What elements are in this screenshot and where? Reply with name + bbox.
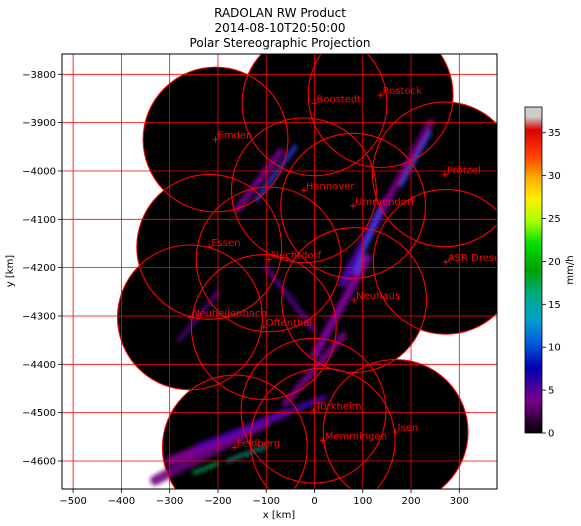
y-axis-label: y [km] xyxy=(5,255,16,288)
precipitation-band xyxy=(233,148,285,214)
y-axis-ticks: −3800 −3900 −4000 −4100 −4200 −4300 −4400 −4500… xyxy=(22,70,62,467)
y-tick-label: −4000 xyxy=(22,166,56,177)
x-tick-label: 300 xyxy=(450,496,469,507)
radar-range-ring xyxy=(142,66,289,213)
radar-site-label: Türkheim xyxy=(315,402,362,413)
radar-site-label: Isen xyxy=(398,423,419,434)
colorbar-tick-label: 20 xyxy=(548,257,561,268)
radar-site-label: Hannover xyxy=(306,181,356,192)
radar-range-ring xyxy=(190,254,337,401)
radar-range-ring xyxy=(322,359,469,489)
plot-frame xyxy=(61,53,498,490)
radar-range-ring xyxy=(161,374,308,489)
x-tick-label: −200 xyxy=(204,496,231,507)
y-tick-label: −4100 xyxy=(22,215,56,226)
radar-range-ring xyxy=(230,117,377,264)
radar-site-label: Neuheilenbach xyxy=(192,308,267,319)
radar-site-label: Ummendorf xyxy=(355,197,415,208)
precipitation-band xyxy=(192,461,220,475)
colorbar xyxy=(524,106,543,434)
radar-coverage-disks xyxy=(117,54,497,489)
x-tick-label: 0 xyxy=(311,496,317,507)
radar-range-rings xyxy=(116,54,497,489)
radar-site-label: Boostedt xyxy=(317,94,362,105)
radar-range-ring xyxy=(136,173,283,320)
colorbar-tick-label: 30 xyxy=(548,171,561,182)
radar-site-label: Feldberg xyxy=(237,438,280,449)
y-tick-label: −4400 xyxy=(22,360,56,371)
precipitation-band xyxy=(226,444,268,463)
radar-range-ring xyxy=(280,132,427,279)
colorbar-tick-label: 25 xyxy=(548,214,561,225)
radar-range-ring xyxy=(249,367,396,489)
x-tick-label: −300 xyxy=(156,496,183,507)
x-tick-label: −500 xyxy=(59,496,86,507)
colorbar-tick-label: 5 xyxy=(548,386,554,397)
radar-range-ring xyxy=(240,337,387,484)
x-tick-label: 100 xyxy=(353,496,372,507)
y-tick-label: −4500 xyxy=(22,408,56,419)
radar-site-label: Essen xyxy=(211,238,240,249)
x-tick-label: 200 xyxy=(402,496,421,507)
precipitation-band xyxy=(354,208,382,274)
colorbar-label: mm/h xyxy=(565,255,576,284)
radar-site-label: Emden xyxy=(218,131,253,142)
y-tick-label: −4300 xyxy=(22,311,56,322)
x-tick-label: −400 xyxy=(108,496,135,507)
y-tick-label: −4600 xyxy=(22,456,56,467)
radar-range-ring xyxy=(372,188,497,335)
y-tick-label: −3900 xyxy=(22,118,56,129)
precipitation-band xyxy=(378,119,434,214)
colorbar-tick-label: 15 xyxy=(548,300,561,311)
radar-site-label: Neuhaus xyxy=(356,291,400,302)
grid-lines xyxy=(62,54,497,489)
radar-range-ring xyxy=(116,244,263,391)
y-tick-label: −3800 xyxy=(22,70,56,81)
colorbar-tick-label: 0 xyxy=(548,429,554,440)
precipitation-band xyxy=(195,395,328,450)
radar-range-ring xyxy=(195,186,342,333)
colorbar-ticks: 0 5 10 15 20 25 30 35 xyxy=(542,128,561,440)
radar-range-ring xyxy=(307,54,454,169)
y-tick-label: −4200 xyxy=(22,263,56,274)
colorbar-tick-label: 35 xyxy=(548,128,561,139)
radar-site-label: Rostock xyxy=(383,86,422,97)
radar-range-ring xyxy=(371,101,497,248)
chart-title-line-1: RADOLAN RW Product xyxy=(214,6,346,20)
radar-site-label: Prötzel xyxy=(447,165,481,176)
x-tick-label: −100 xyxy=(252,496,279,507)
precipitation-band xyxy=(254,144,298,202)
radar-site-label: Flechtdorf xyxy=(271,250,322,261)
radar-site-label: ASR Dresden xyxy=(448,253,513,264)
radar-site-label: Offenthal xyxy=(266,318,312,329)
radar-site-labels: Boostedt Rostock Emden Hannover Prötzel Ummen… xyxy=(186,86,513,451)
chart-title-line-2: 2014-08-10T20:50:00 xyxy=(215,21,346,35)
radar-range-ring xyxy=(241,54,388,177)
x-axis-label: x [km] xyxy=(263,510,296,521)
chart-title-line-3: Polar Stereographic Projection xyxy=(190,36,371,50)
colorbar-tick-label: 10 xyxy=(548,343,561,354)
x-axis-ticks: −500 −400 −300 −200 −100 0 100 200 300 xyxy=(59,489,469,507)
radar-site-label: Memmingen xyxy=(325,432,387,443)
